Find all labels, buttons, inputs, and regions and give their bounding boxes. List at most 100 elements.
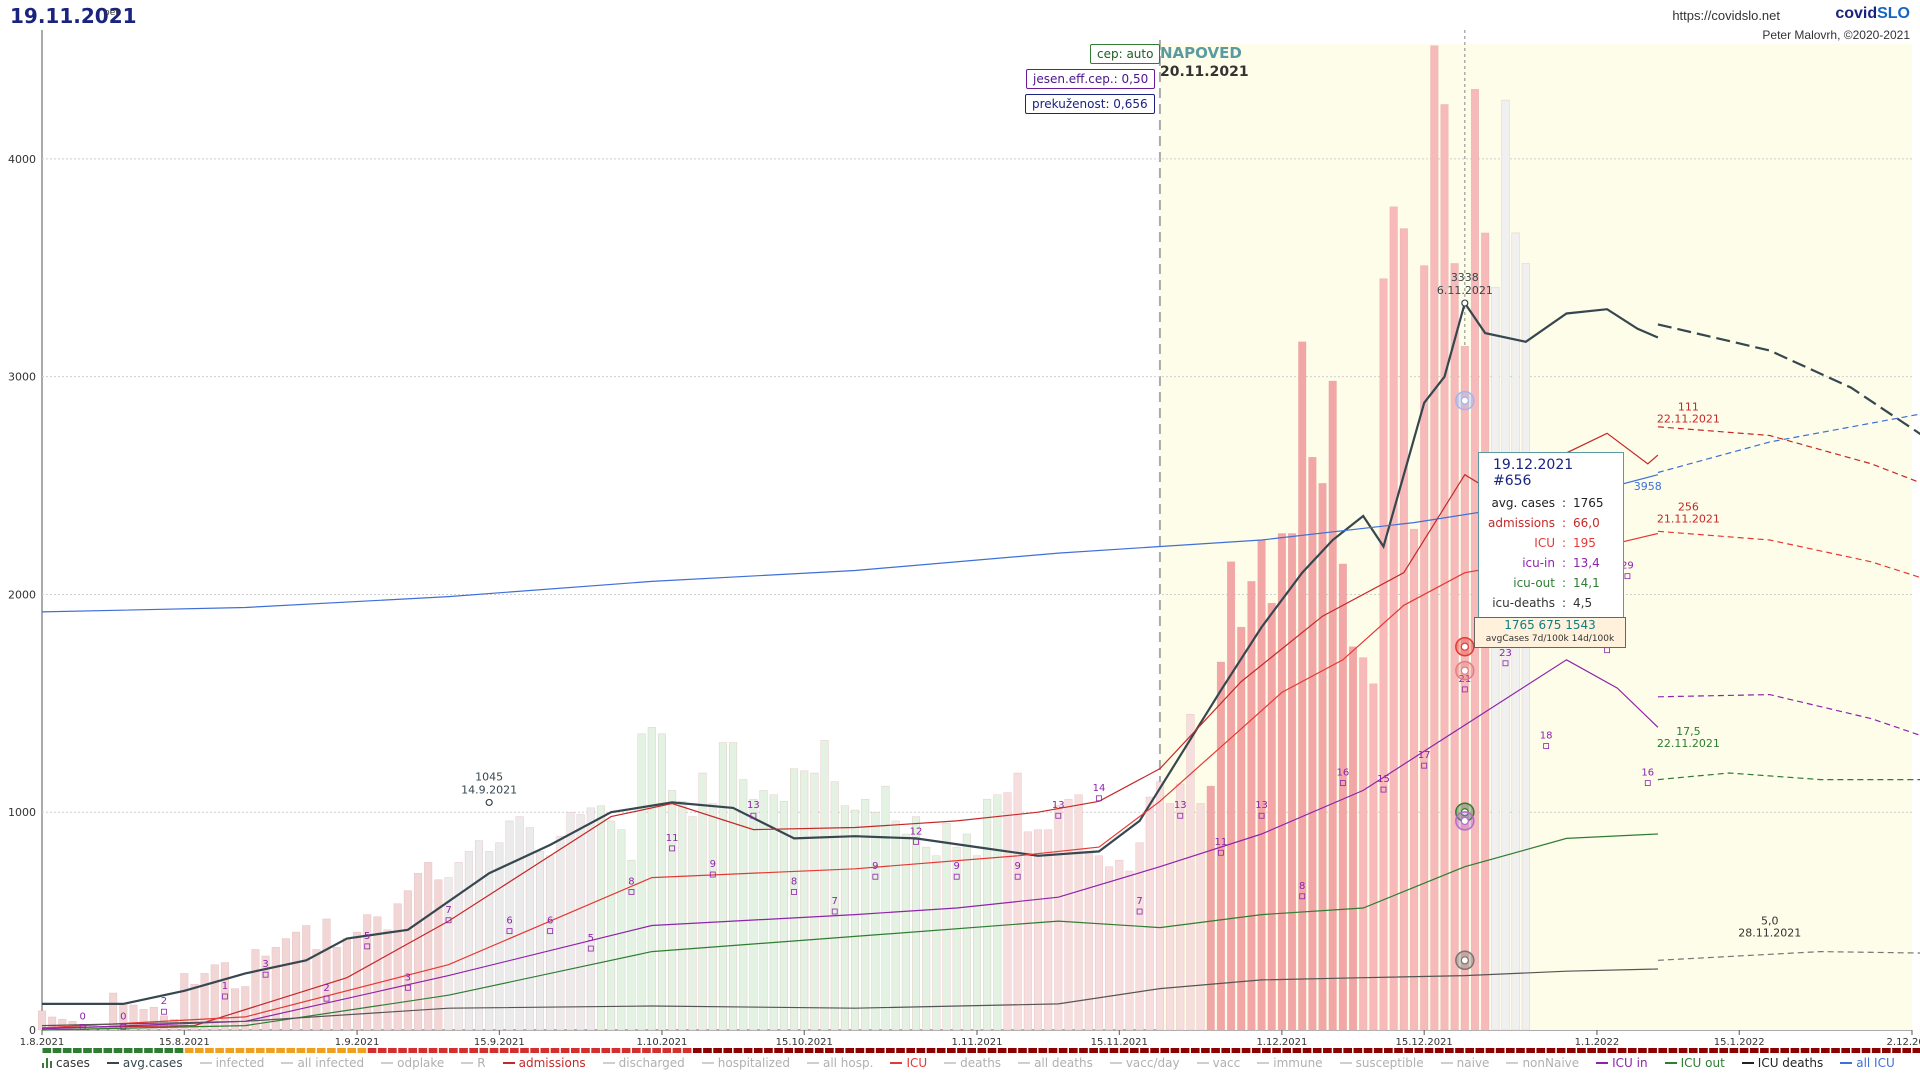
status-cell [1739,1048,1749,1053]
point-marker [1096,795,1102,802]
legend-item[interactable]: avg.cases [106,1054,183,1072]
point-marker [831,908,838,915]
case-bar [972,855,982,1031]
tooltip-row: admissions:66,0 [1479,513,1623,533]
status-cell [845,1048,855,1053]
series-line [41,968,1658,1027]
legend-item[interactable]: all hosp. [806,1054,873,1072]
case-bar [586,807,595,1031]
legend-swatch [281,1062,294,1064]
legend-item[interactable]: infected [199,1054,264,1072]
legend-item[interactable]: admissions [502,1054,586,1072]
case-bar [342,938,351,1031]
cep-chip[interactable]: cep: auto [1090,44,1161,64]
status-cell [52,1048,62,1053]
status-cell [1719,1048,1729,1053]
peak-date-label: 14.9.2021 [461,783,517,796]
status-cell [855,1048,865,1053]
legend-item[interactable]: ICU [890,1054,927,1072]
series-line [1657,772,1920,781]
status-cell [1068,1048,1078,1053]
report-date: 19.11.2021 [10,4,137,28]
point-marker [1644,780,1651,786]
point-label: 13 [747,800,760,811]
tooltip-value: 13,4 [1573,556,1600,570]
callout-value: 3958 [1634,480,1662,493]
status-cell [1282,1048,1292,1053]
legend-label: vacc/day [1125,1056,1180,1070]
callout-value: 17,5 [1676,725,1701,738]
legend-item[interactable]: vacc [1196,1054,1240,1072]
status-cell [316,1048,326,1053]
case-bar [1440,104,1449,1031]
point-label: 23 [1499,648,1512,659]
legend-item[interactable]: susceptible [1339,1054,1424,1072]
legend-item[interactable]: all infected [281,1054,364,1072]
status-cell [774,1048,783,1053]
jesen-chip[interactable]: jesen.eff.cep.: 0,50 [1026,69,1156,89]
point-label: 0 [120,1011,126,1022]
status-cell [1516,1048,1525,1053]
point-label: 9 [872,861,878,872]
case-bar [1328,380,1337,1031]
legend-label: all infected [297,1056,365,1070]
case-bar [1247,581,1256,1031]
status-cell [1790,1048,1800,1053]
legend-item[interactable]: immune [1257,1054,1323,1072]
point-marker [404,984,411,991]
point-label: 3 [262,959,268,970]
legend-item[interactable]: ICU deaths [1741,1054,1823,1072]
case-bar [1288,533,1297,1031]
legend-item[interactable]: R [461,1054,486,1072]
legend-item[interactable]: odplake [381,1054,444,1072]
legend-item[interactable]: vacc/day [1109,1054,1180,1072]
legend-label: hospitalized [717,1056,790,1070]
legend-item[interactable]: all ICU [1840,1054,1895,1072]
legend-item[interactable]: hospitalized [701,1054,790,1072]
y-tick-label: 2000 [8,588,36,601]
series-line [41,833,1658,1031]
point-marker [222,993,228,1000]
status-cell [1119,1048,1129,1053]
status-cell [1099,1048,1109,1053]
point-label: 5 [588,933,594,944]
report-day: pet [104,8,119,18]
status-cell [1038,1048,1048,1053]
status-cell [916,1048,926,1053]
status-cell [408,1048,418,1053]
legend-item[interactable]: deaths [944,1054,1001,1072]
legend-item[interactable]: naive [1440,1054,1489,1072]
tooltip-row: icu-deaths:4,5 [1479,593,1623,613]
case-bar [149,1006,158,1031]
legend-item[interactable]: all deaths [1018,1054,1093,1072]
status-cell [1627,1048,1637,1053]
case-bar [1003,792,1012,1031]
site-url-link[interactable]: https://covidslo.net [1672,8,1780,23]
point-marker [1461,686,1468,693]
case-bar [1277,533,1286,1031]
status-cell [1424,1048,1434,1053]
callout-value: 256 [1678,501,1699,514]
prekuzenost-chip[interactable]: prekuženost: 0,656 [1025,94,1155,114]
legend-item[interactable]: ICU out [1664,1054,1725,1072]
status-cell [479,1048,489,1053]
legend-item[interactable]: cases [42,1054,90,1072]
status-cell [1241,1048,1251,1053]
case-bar [566,812,575,1031]
point-label: 16 [1641,768,1654,779]
case-bar [332,947,341,1031]
legend-item[interactable]: nonNaive [1506,1054,1579,1072]
point-label: 12 [910,826,923,837]
status-cell [652,1048,661,1053]
tooltip-rows: avg. cases:1765 admissions:66,0 ICU:195 icu… [1479,493,1623,633]
status-cell [1505,1048,1515,1053]
case-bar [546,855,555,1031]
case-bar [444,877,453,1031]
marker-dot [1460,396,1469,405]
legend-item[interactable]: discharged [602,1054,685,1072]
case-bar [830,781,839,1031]
point-label: 8 [628,876,634,887]
legend-item[interactable]: ICU in [1596,1054,1648,1072]
case-bar [271,947,280,1031]
